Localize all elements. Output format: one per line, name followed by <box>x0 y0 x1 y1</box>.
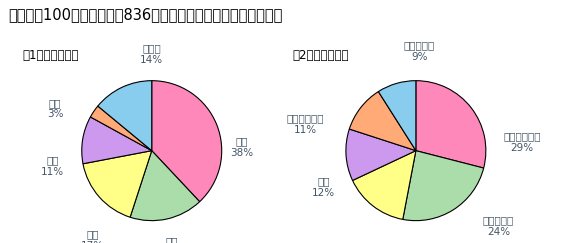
Text: 花卉
3%: 花卉 3% <box>47 98 64 120</box>
Wedge shape <box>346 129 416 181</box>
Text: （2）地域別内訳: （2）地域別内訳 <box>292 49 349 61</box>
Wedge shape <box>350 92 416 151</box>
Text: （1）業種別内訳: （1）業種別内訳 <box>22 49 79 61</box>
Wedge shape <box>378 81 416 151</box>
Text: 出資件数100件、出資残高836百万円（平成２６年３月末時点）: 出資件数100件、出資残高836百万円（平成２６年３月末時点） <box>8 7 283 22</box>
Text: 東海・近畸
15%: 東海・近畸 15% <box>404 241 435 243</box>
Wedge shape <box>130 151 200 221</box>
Text: 畜産
17%: 畜産 17% <box>160 236 183 243</box>
Text: 果樹
11%: 果樹 11% <box>41 155 64 177</box>
Text: 稲作
17%: 稲作 17% <box>81 229 104 243</box>
Text: 中国・四国
9%: 中国・四国 9% <box>404 41 435 62</box>
Wedge shape <box>83 151 152 217</box>
Text: 野菜
38%: 野菜 38% <box>230 136 253 158</box>
Text: 九州・沖縄
24%: 九州・沖縄 24% <box>483 216 514 237</box>
Text: その他
14%: その他 14% <box>140 43 164 65</box>
Text: 北陸・甲信越
11%: 北陸・甲信越 11% <box>287 113 324 135</box>
Wedge shape <box>152 81 222 202</box>
Wedge shape <box>81 117 152 164</box>
Text: 関東
12%: 関東 12% <box>312 176 335 198</box>
Wedge shape <box>352 151 416 219</box>
Text: 北海道・東北
29%: 北海道・東北 29% <box>504 131 541 153</box>
Wedge shape <box>90 106 152 151</box>
Wedge shape <box>98 81 152 151</box>
Wedge shape <box>403 151 484 221</box>
Wedge shape <box>416 81 486 168</box>
